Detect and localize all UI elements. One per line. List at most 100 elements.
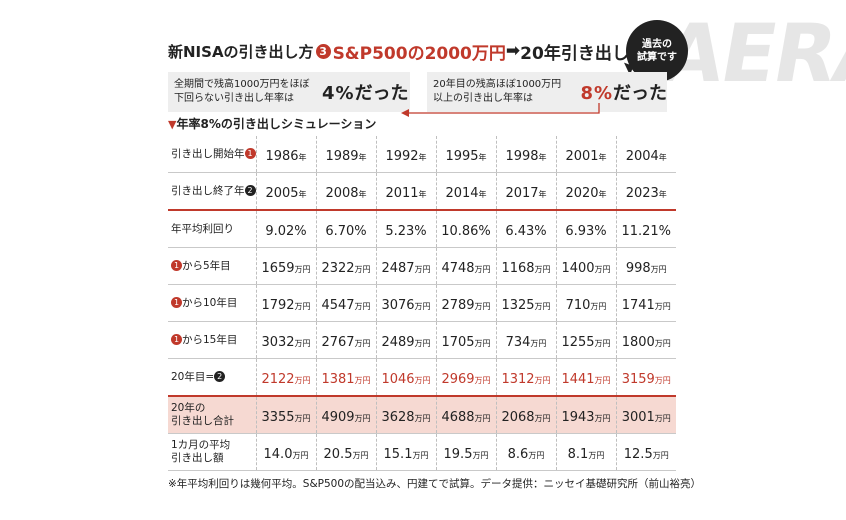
title-part1: 新NISAの引き出し方: [168, 42, 314, 61]
cell-value: 2008: [325, 185, 359, 201]
cell-unit: 万円: [294, 338, 311, 348]
cell-unit: 万円: [654, 301, 671, 311]
cell-unit: 万円: [594, 264, 611, 274]
simulation-table: 引き出し開始年 1 1986年 1989年 1992年 1995年 1998年 2001年 20…: [168, 136, 676, 471]
table-cell: 20.5万円: [316, 433, 377, 471]
cell-unit: 年: [598, 152, 607, 162]
cell-unit: 万円: [654, 338, 671, 348]
cell-unit: 年: [478, 189, 487, 199]
table-cell: 5.23%: [376, 209, 437, 248]
cell-unit: 年: [538, 152, 547, 162]
cell-unit: 年: [298, 189, 307, 199]
note-left-suffix: だった: [354, 83, 409, 104]
cell-value: 15.1: [383, 446, 413, 462]
table-cell: 2004年: [616, 136, 676, 173]
triangle-down-icon: ▼: [168, 118, 177, 131]
note-box-4pct: 全期間で残高1000万円をほぼ 下回らない引き出し年率は 4%だった: [168, 72, 410, 112]
cell-unit: 万円: [354, 413, 371, 423]
row-marker-icon: 1: [171, 296, 182, 308]
table-row: 引き出し開始年 1 1986年 1989年 1992年 1995年 1998年 2001年 20…: [168, 136, 676, 173]
table-cell: 2017年: [496, 172, 557, 211]
cell-unit: 万円: [474, 413, 491, 423]
row-label-text: から15年目: [182, 333, 238, 346]
cell-value: 1800: [621, 334, 655, 350]
table-cell: 12.5万円: [616, 433, 676, 471]
note-right-text: 20年目の残高ほぼ1000万円 以上の引き出し年率は: [433, 79, 562, 104]
cell-value: 2001: [565, 148, 599, 164]
row-label: 20年の 引き出し合計: [168, 396, 257, 434]
table-cell: 11.21%: [616, 209, 676, 248]
cell-value: 14.0: [263, 446, 293, 462]
note-right-result: 8%だった: [580, 79, 667, 105]
cell-unit: 年: [298, 152, 307, 162]
row-marker-icon: 1: [171, 333, 182, 345]
cell-value: 8.6: [507, 446, 529, 462]
cell-value: 710: [565, 297, 591, 313]
cell-unit: 万円: [414, 375, 431, 385]
cell-value: 6.70%: [325, 223, 367, 239]
table-cell: 710万円: [556, 284, 617, 322]
cell-unit: 年: [358, 189, 367, 199]
table-cell: 14.0万円: [256, 433, 317, 471]
cell-unit: 万円: [534, 375, 551, 385]
cell-unit: 年: [598, 189, 607, 199]
table-cell: 2068万円: [496, 396, 557, 434]
cell-unit: 万円: [354, 264, 371, 274]
row-label: 1 から10年目: [168, 284, 257, 322]
table-row: 1 から5年目 1659万円 2322万円 2487万円 4748万円 1168万円 1400…: [168, 247, 676, 285]
cell-unit: 万円: [354, 301, 371, 311]
cell-value: 2017: [505, 185, 539, 201]
cell-value: 1400: [561, 260, 595, 276]
cell-value: 3001: [621, 409, 655, 425]
row-marker-icon: 1: [171, 259, 182, 271]
cell-unit: 万円: [654, 413, 671, 423]
row-label-text: 20年目=: [171, 370, 215, 383]
cell-value: 2122: [261, 371, 295, 387]
table-row: 1 から15年目 3032万円 2767万円 2489万円 1705万円 734万円 1255…: [168, 321, 676, 359]
cell-unit: 万円: [528, 450, 545, 460]
cell-value: 12.5: [623, 446, 653, 462]
cell-value: 998: [625, 260, 651, 276]
row-label-text: から5年目: [182, 259, 231, 272]
cell-unit: 万円: [354, 338, 371, 348]
connector-arrow-icon: [401, 103, 600, 117]
table-cell: 1741万円: [616, 284, 676, 322]
cell-value: 1312: [501, 371, 535, 387]
table-cell: 2014年: [436, 172, 497, 211]
cell-value: 3032: [261, 334, 295, 350]
page-title: 新NISAの引き出し方 3 S&P500の2000万円 ➡ 20年引き出し: [168, 38, 629, 64]
table-cell: 1046万円: [376, 358, 437, 397]
note-right-suffix: だった: [613, 83, 667, 104]
table-cell: 1325万円: [496, 284, 557, 322]
cell-value: 2767: [321, 334, 355, 350]
cell-value: 1325: [501, 297, 535, 313]
table-cell: 1441万円: [556, 358, 617, 397]
cell-value: 1986: [265, 148, 299, 164]
row-label: 1 から15年目: [168, 321, 257, 359]
row-marker-icon: 2: [244, 184, 256, 196]
cell-unit: 万円: [474, 338, 491, 348]
table-cell: 998万円: [616, 247, 676, 285]
cell-value: 3355: [261, 409, 295, 425]
cell-unit: 万円: [294, 413, 311, 423]
cell-value: 2487: [381, 260, 415, 276]
cell-value: 1998: [505, 148, 539, 164]
cell-unit: 万円: [414, 338, 431, 348]
cell-value: 1381: [321, 371, 355, 387]
cell-value: 4909: [321, 409, 355, 425]
cell-value: 1168: [501, 260, 535, 276]
table-cell: 4547万円: [316, 284, 377, 322]
table-cell: 2008年: [316, 172, 377, 211]
cell-value: 4547: [321, 297, 355, 313]
table-cell: 3628万円: [376, 396, 437, 434]
table-cell: 1381万円: [316, 358, 377, 397]
table-cell: 4909万円: [316, 396, 377, 434]
note-left-result: 4%だった: [322, 79, 409, 105]
cell-unit: 万円: [412, 450, 429, 460]
cell-value: 2014: [445, 185, 479, 201]
cell-value: 3628: [381, 409, 415, 425]
cell-unit: 万円: [414, 413, 431, 423]
table-cell: 734万円: [496, 321, 557, 359]
cell-unit: 万円: [292, 450, 309, 460]
table-cell: 3355万円: [256, 396, 317, 434]
